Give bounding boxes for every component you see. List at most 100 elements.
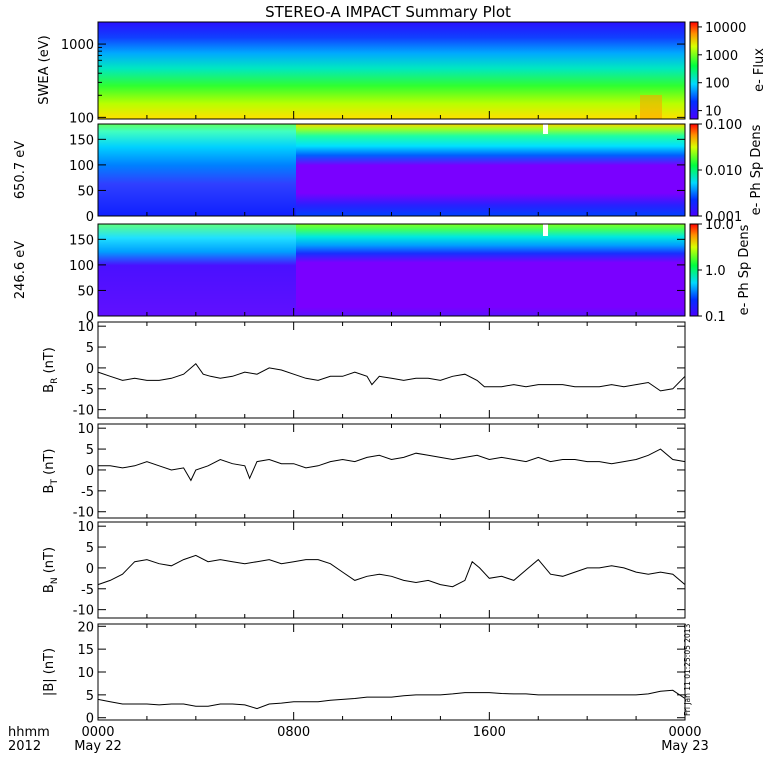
bt-ytick-label: -5 (81, 485, 94, 500)
bt-ytick-label: 0 (86, 464, 94, 479)
bn-ytick-label: 10 (77, 520, 94, 535)
pad650-yaxis: 0 50 100 150 (69, 133, 685, 225)
bmag-ytick-label: 15 (77, 643, 94, 658)
pad246-ytick-label: 100 (69, 259, 94, 274)
pad246-ylabel: 246.6 eV (13, 241, 28, 299)
bn-ylabel: BN (nT) (42, 547, 60, 593)
pad246-data-gap (543, 224, 548, 236)
swea-yaxis: 100 1000 (61, 38, 685, 126)
br-ytick-label: -10 (73, 404, 94, 419)
br-series-line (97, 362, 686, 392)
pad650-colorbar-label: e- Ph Sp Dens (749, 124, 764, 215)
bn-ytick-label: -10 (73, 604, 94, 619)
pad650-ytick-label: 150 (69, 133, 94, 148)
bt-frame (97, 423, 686, 519)
br-ylabel-main: B (42, 384, 57, 393)
plot-timestamp: Fri Jan 11 01:25:05 2013 (683, 623, 692, 716)
bn-panel: -10 -5 0 5 10 BN (nT) (42, 520, 686, 619)
colorbar-tick-label: 0.010 (705, 164, 742, 179)
pad246-colorbar (689, 223, 699, 317)
pad246-yaxis: 0 50 100 150 (69, 233, 685, 325)
pad246-ytick-label: 50 (77, 284, 94, 299)
colorbar-tick-label: 1.0 (705, 264, 726, 279)
time-tick-label: 0000 (668, 725, 701, 740)
colorbar-tick-label: 100 (705, 77, 730, 92)
pad246-ytick-label: 0 (86, 310, 94, 325)
colorbar-tick-label: 10.0 (705, 218, 734, 233)
bn-series-line (97, 554, 686, 588)
br-ylabel: BR (nT) (42, 347, 60, 393)
plot-title: STEREO-A IMPACT Summary Plot (265, 3, 511, 21)
bt-ytick-label: -10 (73, 506, 94, 521)
bmag-series-line (97, 689, 686, 710)
bt-panel: -10 -5 0 5 10 BT (nT) (42, 422, 686, 521)
time-tick-label: 0800 (277, 725, 310, 740)
swea-ytick-label: 100 (69, 111, 94, 126)
bn-ylabel-main: B (42, 584, 57, 593)
swea-spectrogram (98, 22, 685, 119)
pad246-ytick-label: 150 (69, 233, 94, 248)
time-axis-row2-label: 2012 (8, 739, 41, 754)
bn-ytick-label: -5 (81, 583, 94, 598)
swea-ylabel: SWEA (eV) (37, 35, 52, 104)
colorbar-tick-label: 0.001 (705, 210, 742, 225)
br-frame (97, 321, 686, 419)
bt-ylabel: BT (nT) (42, 449, 60, 494)
swea-colorbar (689, 21, 699, 120)
br-panel: -10 -5 0 5 10 BR (nT) (42, 320, 686, 419)
pad650-panel: 0 50 100 150 650.7 eV 0.001 0.010 0.100 e- Ph… (13, 118, 764, 225)
time-tick-date: May 22 (74, 739, 122, 754)
time-tick-label: 0000 (81, 725, 114, 740)
swea-panel: 100 1000 SWEA (eV) 10 100 1000 10000 e- Flux (37, 21, 767, 126)
swea-colorbar-axis: 10 100 1000 10000 (698, 21, 746, 120)
bt-ylabel-main: B (42, 485, 57, 494)
br-ytick-label: 10 (77, 320, 94, 335)
br-ytick-label: -5 (81, 383, 94, 398)
colorbar-tick-label: 0.100 (705, 118, 742, 133)
colorbar-tick-label: 10 (705, 105, 722, 120)
bn-ytick-label: 0 (86, 562, 94, 577)
bt-series-line (98, 448, 686, 482)
bt-ylabel-unit: (nT) (42, 449, 57, 479)
br-ytick-label: 5 (86, 341, 94, 356)
br-ylabel-sub: R (50, 378, 60, 384)
time-tick-date: May 23 (661, 739, 709, 754)
pad650-colorbar (689, 123, 699, 217)
swea-colorbar-label: e- Flux (752, 48, 767, 92)
bmag-ytick-label: 20 (77, 620, 94, 635)
bt-ytick-label: 5 (86, 443, 94, 458)
bmag-ylabel: |B| (nT) (42, 648, 57, 696)
bn-frame (97, 521, 686, 619)
pad246-spectrogram-early (98, 224, 296, 316)
bn-ylabel-sub: N (50, 577, 60, 584)
pad650-spectrogram-early (98, 124, 296, 216)
pad650-spectrogram (296, 124, 685, 216)
swea-enhancement (640, 95, 662, 119)
bmag-ytick-label: 0 (86, 712, 94, 727)
pad246-panel: 0 50 100 150 246.6 eV 0.1 1.0 10.0 e- Ph Sp D… (13, 218, 752, 325)
bn-ytick-label: 5 (86, 541, 94, 556)
pad650-ytick-label: 100 (69, 159, 94, 174)
pad650-ytick-label: 50 (77, 184, 94, 199)
colorbar-tick-label: 1000 (705, 49, 738, 64)
pad246-spectrogram (296, 224, 685, 316)
colorbar-tick-label: 0.1 (705, 310, 726, 325)
bmag-frame (97, 623, 686, 721)
pad246-colorbar-axis: 0.1 1.0 10.0 (698, 218, 734, 325)
bmag-ytick-label: 10 (77, 666, 94, 681)
pad246-colorbar-label: e- Ph Sp Dens (737, 224, 752, 315)
bmag-ytick-label: 5 (86, 689, 94, 704)
pad650-data-gap (543, 124, 548, 134)
time-tick-label: 1600 (473, 725, 506, 740)
colorbar-tick-label: 10000 (705, 21, 746, 36)
bt-ytick-label: 10 (77, 422, 94, 437)
bn-ylabel-unit: (nT) (42, 547, 57, 577)
bmag-panel: 0 5 10 15 20 |B| (nT) (42, 620, 686, 727)
pad650-ylabel: 650.7 eV (13, 141, 28, 199)
time-axis-row1-label: hhmm (8, 725, 50, 740)
br-ylabel-unit: (nT) (42, 347, 57, 377)
pad650-ytick-label: 0 (86, 210, 94, 225)
bt-ylabel-sub: T (50, 479, 60, 486)
